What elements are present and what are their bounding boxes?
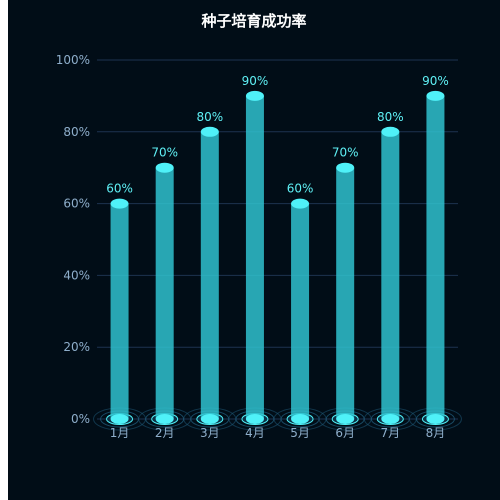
- bar: [110, 203, 129, 419]
- data-label: 90%: [242, 74, 269, 88]
- bar-top-cap: [426, 90, 445, 101]
- bar-top-cap: [110, 198, 129, 209]
- x-tick-label: 4月: [245, 426, 265, 440]
- bar-top-cap: [381, 126, 400, 137]
- bars: [110, 90, 445, 424]
- grid-lines: [97, 59, 458, 420]
- chart-title: 种子培育成功率: [201, 12, 307, 30]
- bar-top-cap: [245, 90, 264, 101]
- data-label: 70%: [332, 146, 359, 160]
- bar-bottom-cap: [291, 414, 310, 424]
- bar: [291, 203, 310, 419]
- x-axis: 1月 2月 3月 4月 5月 6月 7月 8月: [110, 426, 446, 440]
- data-labels: 60% 70% 80% 90% 60% 70% 80% 90%: [106, 74, 449, 196]
- x-tick-label: 1月: [110, 426, 130, 440]
- bar-bottom-cap: [426, 414, 445, 424]
- bar-bottom-cap: [336, 414, 355, 424]
- bar-bottom-cap: [155, 414, 174, 424]
- bar: [426, 95, 445, 420]
- data-label: 60%: [287, 182, 314, 196]
- x-tick-label: 7月: [380, 426, 400, 440]
- data-label: 70%: [151, 146, 178, 160]
- y-tick-label: 20%: [63, 340, 90, 354]
- bar-bottom-cap: [200, 414, 219, 424]
- x-tick-label: 3月: [200, 426, 220, 440]
- data-label: 90%: [422, 74, 449, 88]
- y-tick-label: 100%: [56, 53, 90, 67]
- bar-bottom-cap: [245, 414, 264, 424]
- x-tick-label: 5月: [290, 426, 310, 440]
- data-label: 60%: [106, 182, 133, 196]
- bar: [245, 95, 264, 420]
- bar-bottom-cap: [110, 414, 129, 424]
- bar-bottom-cap: [381, 414, 400, 424]
- y-tick-label: 80%: [63, 125, 90, 139]
- bar-top-cap: [291, 198, 310, 209]
- data-label: 80%: [377, 110, 404, 124]
- y-axis: 0% 20% 40% 60% 80% 100%: [56, 53, 90, 426]
- bar: [200, 131, 219, 420]
- data-label: 80%: [196, 110, 223, 124]
- bar: [381, 131, 400, 420]
- x-tick-label: 8月: [426, 426, 446, 440]
- bar-top-cap: [200, 126, 219, 137]
- y-tick-label: 60%: [63, 197, 90, 211]
- y-tick-label: 40%: [63, 268, 90, 282]
- x-tick-label: 2月: [155, 426, 175, 440]
- x-tick-label: 6月: [335, 426, 355, 440]
- bar-top-cap: [336, 162, 355, 173]
- bar: [336, 167, 355, 419]
- bar: [155, 167, 174, 419]
- y-tick-label: 0%: [71, 412, 90, 426]
- bar-top-cap: [155, 162, 174, 173]
